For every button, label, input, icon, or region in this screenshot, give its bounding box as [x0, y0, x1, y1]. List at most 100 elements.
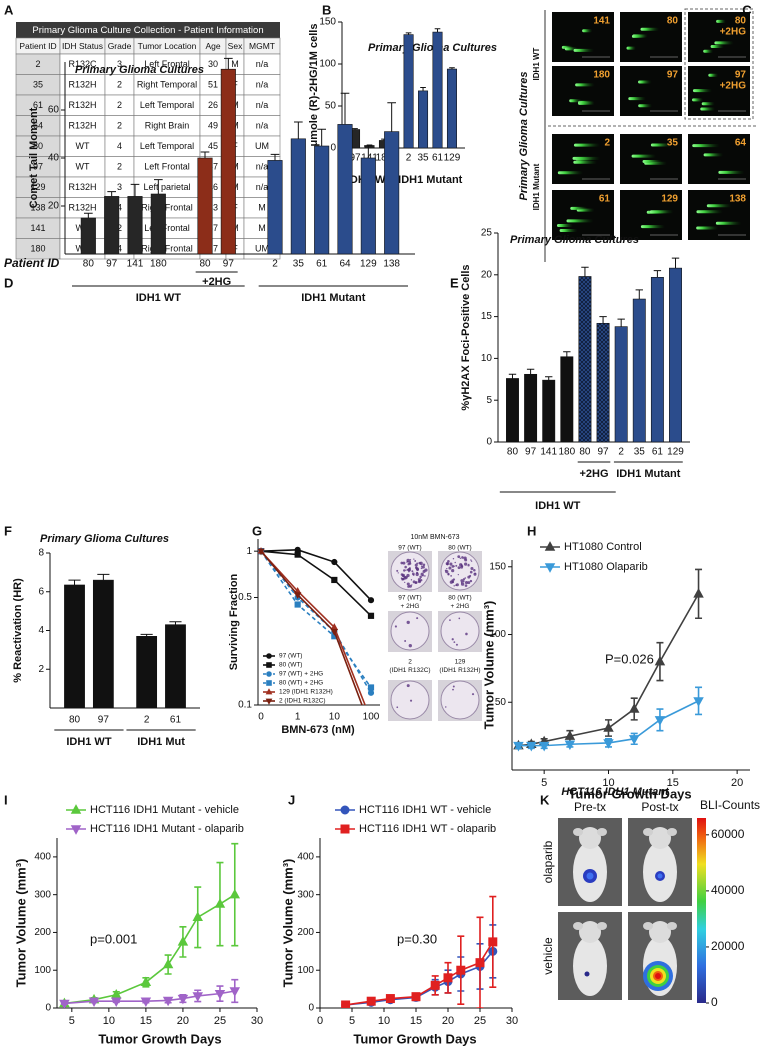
colony — [404, 640, 407, 642]
table-header: IDH Status — [62, 41, 103, 51]
y-axis-label: Comet Tail Moment — [28, 107, 40, 208]
colony — [400, 577, 403, 580]
error-bar — [563, 351, 571, 357]
x-axis-label: Tumor Growth Days — [98, 1031, 221, 1046]
mouse-head — [649, 827, 671, 849]
colony — [469, 570, 473, 574]
x-tick-label: 35 — [293, 259, 305, 270]
table-cell-text: 33 — [208, 203, 218, 213]
error-bar — [508, 373, 517, 379]
colony — [469, 579, 473, 583]
comet-tail — [556, 223, 574, 227]
error-bar — [581, 266, 589, 277]
colony — [412, 573, 415, 576]
comet-tail — [692, 144, 720, 148]
marker — [603, 722, 614, 732]
table-cell-text: 4 — [117, 141, 122, 151]
x-tick-label: 0 — [317, 1015, 323, 1027]
x-axis-label: BMN-673 (nM) — [281, 724, 355, 736]
panel-letter: K — [540, 792, 550, 807]
table-cell-text: 46 — [208, 182, 218, 192]
group-label: IDH1 WT — [136, 292, 182, 304]
y-tick-label: 400 — [34, 852, 51, 863]
marker — [367, 689, 375, 696]
comet-tail — [573, 160, 598, 164]
comet-tail — [569, 99, 582, 103]
comet-tail — [582, 29, 593, 33]
y-tick-label: 100 — [319, 59, 336, 70]
colony — [446, 567, 448, 570]
marker — [475, 958, 485, 968]
panel-letter: I — [4, 792, 8, 807]
comet-tail — [566, 219, 594, 223]
x-tick-label: 129 — [667, 447, 684, 458]
table-header: Grade — [108, 41, 132, 51]
bar — [290, 138, 306, 255]
bli-signal — [655, 973, 661, 979]
y-tick-label: 4 — [38, 625, 44, 636]
series-line — [260, 550, 363, 705]
panel-title: Primary Glioma Cultures — [518, 72, 530, 201]
colony — [460, 579, 464, 583]
series-line — [64, 990, 235, 1005]
legend-label: HCT116 IDH1 Mutant - vehicle — [90, 804, 239, 816]
comet-tail — [700, 107, 716, 111]
y-tick-label: 5 — [486, 395, 492, 406]
table-cell-text: M — [258, 223, 266, 233]
colony — [407, 568, 411, 572]
marker — [693, 588, 704, 598]
colony — [420, 572, 424, 576]
colony — [445, 706, 447, 708]
colony — [465, 632, 468, 636]
legend-label: HCT116 IDH1 WT - olaparib — [359, 823, 496, 835]
bar — [403, 34, 414, 149]
group-label: +2HG — [579, 468, 608, 480]
x-tick-label: 10 — [602, 777, 614, 789]
x-tick-label: 10 — [329, 712, 341, 723]
colony — [462, 578, 466, 581]
colony — [464, 562, 468, 566]
y-axis-label: Surviving Fraction — [228, 573, 240, 670]
colony — [464, 581, 469, 585]
colony — [452, 578, 456, 581]
plate-label: 2 — [408, 659, 412, 666]
legend-label: HCT116 IDH1 Mutant - olaparib — [90, 823, 244, 835]
colony — [449, 619, 451, 621]
x-tick-label: 97 — [349, 153, 361, 164]
plate — [390, 611, 430, 651]
colony — [414, 563, 418, 567]
marker — [693, 697, 704, 707]
plate-label: + 2HG — [401, 603, 420, 610]
image-label: 64 — [735, 138, 747, 149]
table-cell-text: 49 — [208, 121, 218, 131]
bar — [524, 373, 538, 443]
bli-signal — [584, 971, 590, 977]
colony — [402, 569, 406, 572]
bar — [104, 196, 120, 255]
x-tick-label: 10 — [103, 1015, 115, 1027]
colony — [470, 560, 473, 562]
comet-tail — [696, 210, 723, 214]
mouse-head — [579, 827, 601, 849]
marker — [265, 698, 273, 705]
comet-tail — [718, 170, 745, 174]
legend-label: 97 (WT) + 2HG — [279, 671, 323, 678]
image-label: 180 — [593, 70, 610, 81]
comet-tail — [628, 97, 646, 101]
comet-image — [620, 134, 682, 184]
mouse-body — [573, 936, 607, 996]
y-tick-label: 200 — [34, 927, 51, 938]
colony — [460, 565, 464, 569]
colony — [404, 565, 407, 569]
table-cell-text: 138 — [30, 203, 45, 213]
marker — [513, 741, 524, 752]
colony — [400, 561, 404, 565]
table-cell-text: UM — [255, 244, 269, 254]
table-cell-text: 2 — [117, 121, 122, 131]
plate-label: + 2HG — [451, 603, 470, 610]
error-bar — [545, 376, 553, 381]
x-axis-label: Patient ID — [4, 256, 60, 270]
image-label: 97 — [667, 70, 679, 81]
marker — [340, 824, 350, 834]
colorbar-tick-label: 20000 — [711, 939, 745, 953]
